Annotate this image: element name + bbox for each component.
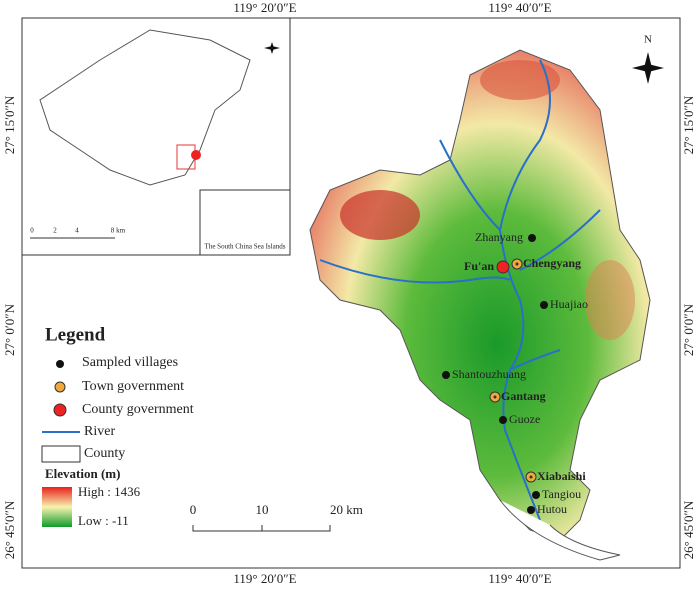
village — [528, 234, 536, 242]
sea-inset — [199, 189, 291, 256]
legend-title: Legend — [45, 324, 106, 345]
village — [540, 301, 548, 309]
elevation-low: Low : -11 — [78, 513, 129, 528]
legend-item: County government — [82, 402, 194, 417]
lat-label-right: 26° 45′0″N — [681, 500, 696, 559]
lon-label-bottom: 119° 20′0″E — [233, 571, 296, 586]
scale-label: 20 km — [330, 502, 363, 517]
elevation-title: Elevation (m) — [45, 466, 120, 481]
north-label: N — [644, 34, 652, 46]
place-label: Hutou — [537, 502, 567, 516]
legend-village-symbol — [56, 360, 64, 368]
study-area-dot — [191, 150, 201, 160]
inset-scale-label: 8 km — [111, 227, 126, 235]
elevation-ramp — [42, 487, 72, 527]
county-seat — [496, 260, 510, 274]
legend-item: Sampled villages — [82, 355, 178, 370]
scale-label: 0 — [190, 502, 197, 517]
scale-label: 10 — [256, 502, 269, 517]
lon-label-bottom: 119° 40′0″E — [488, 571, 551, 586]
place-label: Chengyang — [523, 256, 581, 270]
town-dot — [493, 395, 497, 399]
legend-item: River — [84, 424, 115, 439]
legend-town-symbol — [54, 381, 66, 393]
legend-item: Town government — [82, 379, 184, 394]
village — [442, 371, 450, 379]
lat-label-right: 27° 15′0″N — [681, 95, 696, 154]
inset-north-arrow — [264, 42, 280, 54]
legend-county-symbol — [53, 403, 67, 417]
village — [527, 506, 535, 514]
inset-scale-label: 4 — [75, 227, 79, 235]
coast — [499, 499, 621, 561]
china-outline — [39, 29, 251, 186]
place-label: Guoze — [509, 412, 540, 426]
place-label: Tangiou — [542, 487, 581, 501]
lat-label-left: 26° 45′0″N — [2, 500, 17, 559]
legend-county-box — [41, 445, 81, 463]
place-label: Xiabaishi — [537, 469, 586, 483]
inset-scale-label: 0 — [30, 227, 34, 235]
place-label: Huajiao — [550, 297, 588, 311]
town-dot — [529, 475, 533, 479]
elevation-high: High : 1436 — [78, 484, 141, 499]
highland — [480, 60, 560, 100]
legend-item: County — [84, 446, 125, 461]
place-label: Fu'an — [464, 259, 494, 273]
river — [319, 139, 601, 371]
lon-label-top: 119° 40′0″E — [488, 0, 551, 15]
river — [498, 59, 551, 521]
inset-scale-label: 2 — [53, 227, 57, 235]
lat-label-left: 27° 15′0″N — [2, 95, 17, 154]
place-label: Shantouzhuang — [452, 367, 526, 381]
highland — [585, 260, 635, 340]
lat-label-right: 27° 0′0″N — [681, 303, 696, 356]
lat-label-left: 27° 0′0″N — [2, 303, 17, 356]
village — [499, 416, 507, 424]
place-label: Zhanyang — [475, 230, 523, 244]
sea-label: The South China Sea Islands — [205, 243, 286, 251]
north-arrow — [632, 52, 664, 84]
place-label: Gantang — [501, 389, 546, 403]
highland — [340, 190, 420, 240]
village — [532, 491, 540, 499]
lon-label-top: 119° 20′0″E — [233, 0, 296, 15]
town-dot — [515, 262, 519, 266]
scale-bar — [192, 525, 331, 532]
